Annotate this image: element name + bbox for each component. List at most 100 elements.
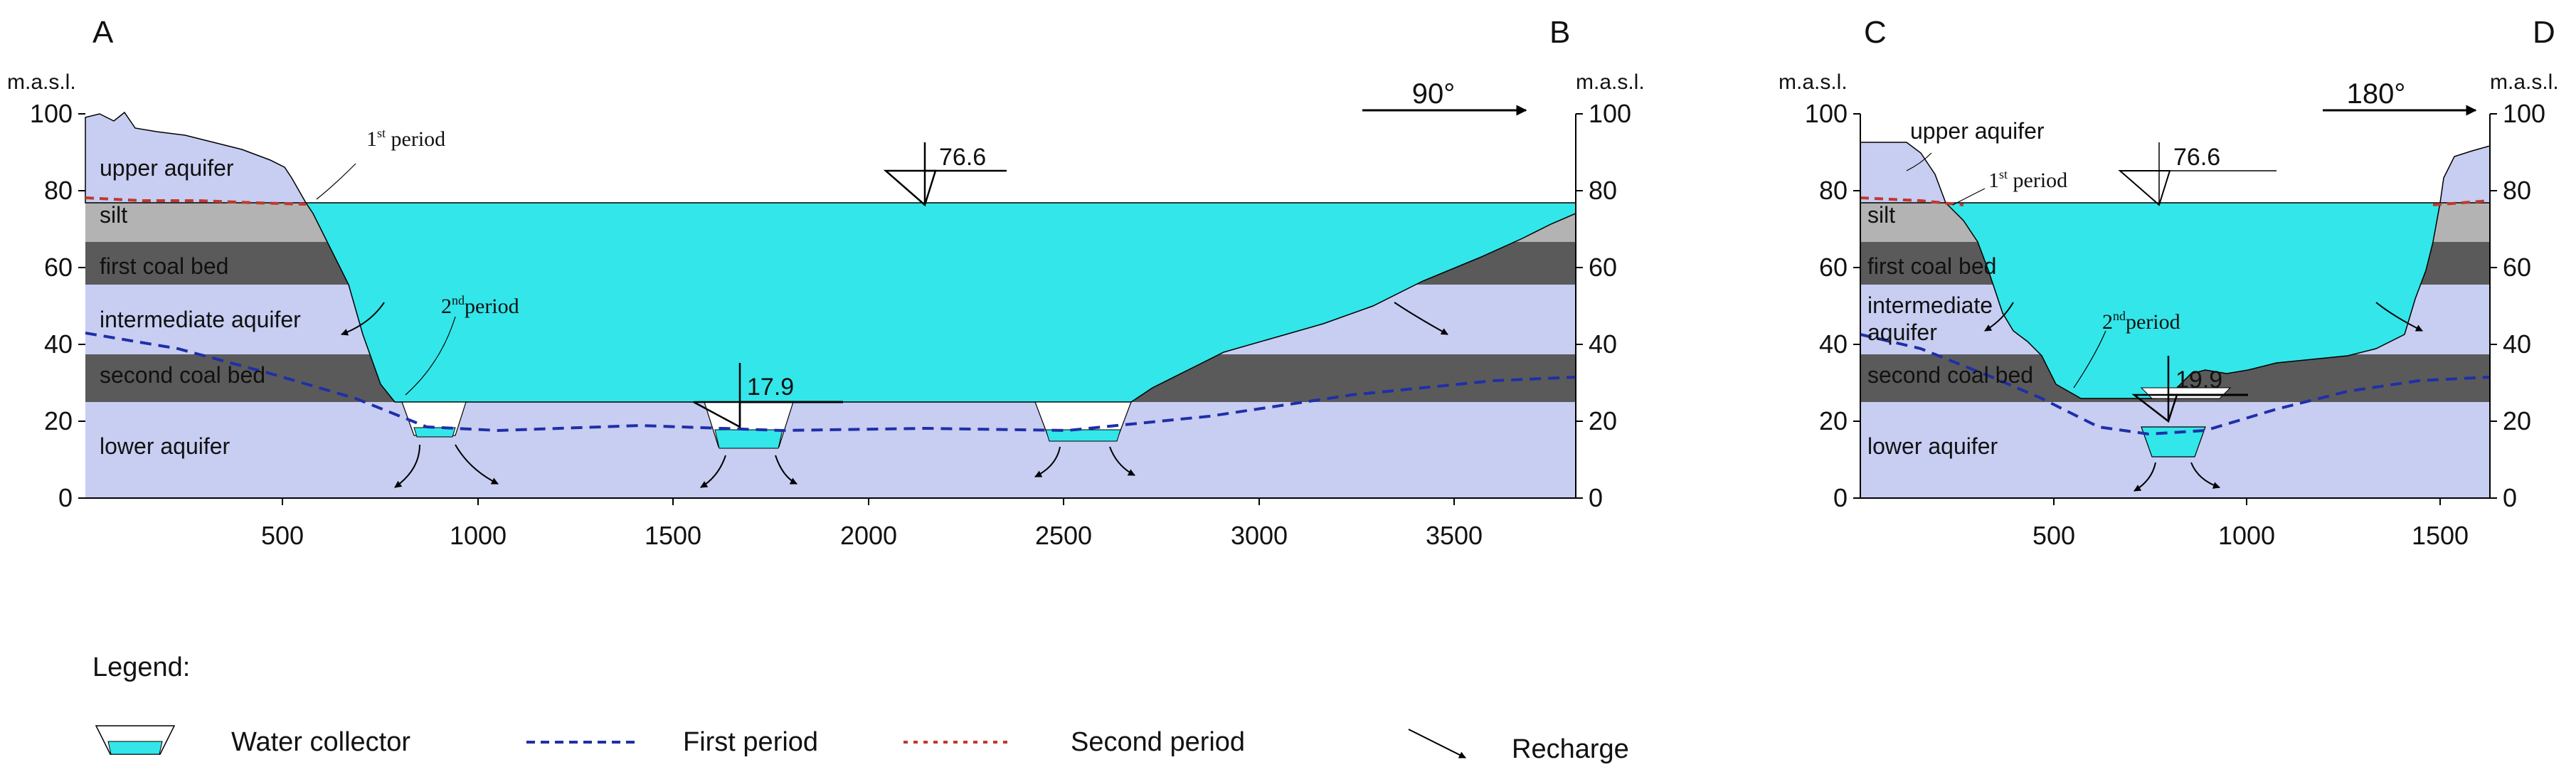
cd-left-y-tick-label-80: 80: [1819, 176, 1848, 205]
upper-aquifer-right-cd: [2439, 145, 2491, 204]
ab-left-y-tick-label-100: 100: [30, 99, 73, 128]
recharge-arrow-ab-7: [1034, 446, 1061, 477]
corner-label-c: C: [1864, 15, 1887, 50]
layer-upper-aquifer-ab: upper aquifer: [100, 155, 234, 181]
cd-right-y-tick-label-80: 80: [2503, 176, 2531, 205]
x-ticks-ab: 500 1000 1500 2000 2500 3000 3500: [261, 498, 1483, 550]
upper-aquifer-layer: [85, 111, 307, 204]
legend-recharge-label: Recharge: [1512, 734, 1629, 764]
period-2-leader-ab: [405, 316, 456, 396]
collector-level-value-ab: 17.9: [747, 374, 794, 401]
cd-x-tick-label-1000: 1000: [2218, 521, 2275, 550]
period-2-annotation-ab: 2ndperiod: [441, 293, 519, 318]
left-y-ticks-ab: 100 80 60 40 20 0: [30, 99, 85, 512]
ab-x-tick-label-1000: 1000: [450, 521, 507, 550]
ab-left-y-tick-label-20: 20: [44, 406, 73, 435]
first-period-line-cd: [1860, 333, 2491, 436]
cd-left-y-tick-label-100: 100: [1805, 99, 1848, 128]
corner-label-a: A: [92, 15, 114, 50]
lake-level-value-ab: 76.6: [939, 144, 986, 171]
collector-level-value-cd: 19.9: [2175, 366, 2222, 393]
legend-water-collector-label: Water collector: [231, 727, 410, 757]
ab-left-y-tick-label-0: 0: [58, 483, 73, 512]
upper-aquifer-left-cd: [1860, 142, 1947, 204]
corner-label-b: B: [1549, 15, 1570, 50]
layer-upper-aquifer-cd: upper aquifer: [1910, 118, 2045, 144]
legend-recharge-icon: [1408, 729, 1466, 758]
legend-water-collector-fill: [107, 741, 163, 755]
cd-x-tick-label-1500: 1500: [2412, 521, 2469, 550]
recharge-arrow-ab-1: [341, 302, 385, 336]
layer-aquifer-cd: aquifer: [1867, 319, 1937, 345]
ab-x-tick-label-2000: 2000: [840, 521, 897, 550]
layer-intermediate-cd: intermediate: [1867, 292, 1993, 318]
cd-left-y-tick-label-60: 60: [1819, 253, 1848, 282]
x-ticks-cd: 500 1000 1500: [2032, 498, 2469, 550]
lake-water: [304, 202, 1576, 403]
recharge-arrow-ab-4: [455, 444, 499, 485]
layer-second-coal-bed-cd: second coal bed: [1867, 362, 2033, 388]
cd-right-y-tick-label-60: 60: [2503, 253, 2531, 282]
recharge-arrow-cd-1: [1984, 302, 2014, 332]
ab-right-y-tick-label-20: 20: [1589, 406, 1617, 435]
recharge-arrow-cd-2: [2375, 302, 2423, 332]
layer-first-coal-bed-ab: first coal bed: [100, 253, 228, 279]
ab-x-tick-label-1500: 1500: [645, 521, 701, 550]
period-1-leader-ab: [316, 163, 356, 200]
legend-second-period-label: Second period: [1071, 727, 1245, 757]
recharge-arrow-ab-6: [775, 455, 797, 485]
recharge-arrow-ab-2: [1394, 302, 1448, 335]
layer-intermediate-aquifer-ab: intermediate aquifer: [100, 307, 301, 332]
lake-level-symbol-ab: [883, 169, 937, 207]
legend: Legend: Water collector First period Sec…: [92, 652, 1629, 764]
recharge-arrow-ab-5: [700, 455, 726, 488]
cd-right-y-tick-label-40: 40: [2503, 329, 2531, 359]
second-period-line-ab: [85, 196, 307, 206]
layer-silt-cd: silt: [1867, 202, 1895, 228]
lake-water-cd: [1944, 202, 2441, 399]
cd-left-y-tick-label-20: 20: [1819, 406, 1848, 435]
period-2-annotation-cd: 2ndperiod: [2102, 309, 2180, 334]
second-period-line-cd-right: [2432, 199, 2491, 206]
direction-label-cd: 180°: [2347, 78, 2406, 110]
collector-water-2: [714, 429, 783, 449]
ab-x-tick-label-2500: 2500: [1035, 521, 1092, 550]
right-y-ticks-cd: 100 80 60 40 20 0: [2490, 99, 2545, 512]
ab-right-y-tick-label-40: 40: [1589, 329, 1617, 359]
legend-first-period-label: First period: [683, 727, 818, 757]
recharge-arrow-ab-8: [1109, 446, 1135, 476]
layer-lower-aquifer-ab: lower aquifer: [100, 433, 230, 459]
upper-aquifer-leader-cd: [1906, 152, 1932, 171]
panel-ab: 500 1000 1500 2000 2500 3000 3500 100806040200…: [7, 15, 1645, 550]
corner-label-d: D: [2533, 15, 2555, 50]
unit-right-cd: m.a.s.l.: [2490, 70, 2559, 94]
collector-water-1: [413, 427, 456, 438]
layer-second-coal-bed-ab: second coal bed: [100, 362, 265, 388]
left-y-ticks-cd: 100 80 60 40 20 0: [1805, 99, 1860, 512]
collector-water-3: [1045, 429, 1121, 442]
collector-level-symbol-cd: [2131, 393, 2178, 423]
right-y-ticks-ab: 100 80 60 40 20 0: [1576, 99, 1631, 512]
panel-cd: 500 1000 1500 100 80 60 40 20 0 100 80 60 40 20 0 76…: [1779, 15, 2559, 550]
cd-left-y-tick-label-0: 0: [1833, 483, 1848, 512]
ab-right-y-tick-label-80: 80: [1589, 176, 1617, 205]
cd-right-y-tick-label-0: 0: [2503, 483, 2517, 512]
recharge-arrow-cd-3: [2134, 462, 2156, 492]
ab-right-y-tick-label-0: 0: [1589, 483, 1603, 512]
recharge-arrow-ab-3: [394, 444, 420, 488]
ab-left-y-tick-label-80: 80: [44, 176, 73, 205]
cd-right-y-tick-label-20: 20: [2503, 406, 2531, 435]
lake-level-value-cd: 76.6: [2173, 144, 2220, 171]
period-2-leader-cd: [2073, 330, 2106, 388]
cd-left-y-tick-label-40: 40: [1819, 329, 1848, 359]
ab-x-tick-label-3000: 3000: [1231, 521, 1288, 550]
cd-x-tick-label-500: 500: [2032, 521, 2075, 550]
lake-level-symbol-cd: [2118, 170, 2171, 206]
period-1-leader-cd: [1952, 188, 1986, 206]
layer-silt-ab: silt: [100, 202, 127, 228]
ab-right-y-tick-label-100: 100: [1589, 99, 1631, 128]
ab-x-tick-label-3500: 3500: [1426, 521, 1483, 550]
layer-first-coal-bed-cd: first coal bed: [1867, 253, 1996, 279]
legend-title: Legend:: [92, 652, 190, 682]
